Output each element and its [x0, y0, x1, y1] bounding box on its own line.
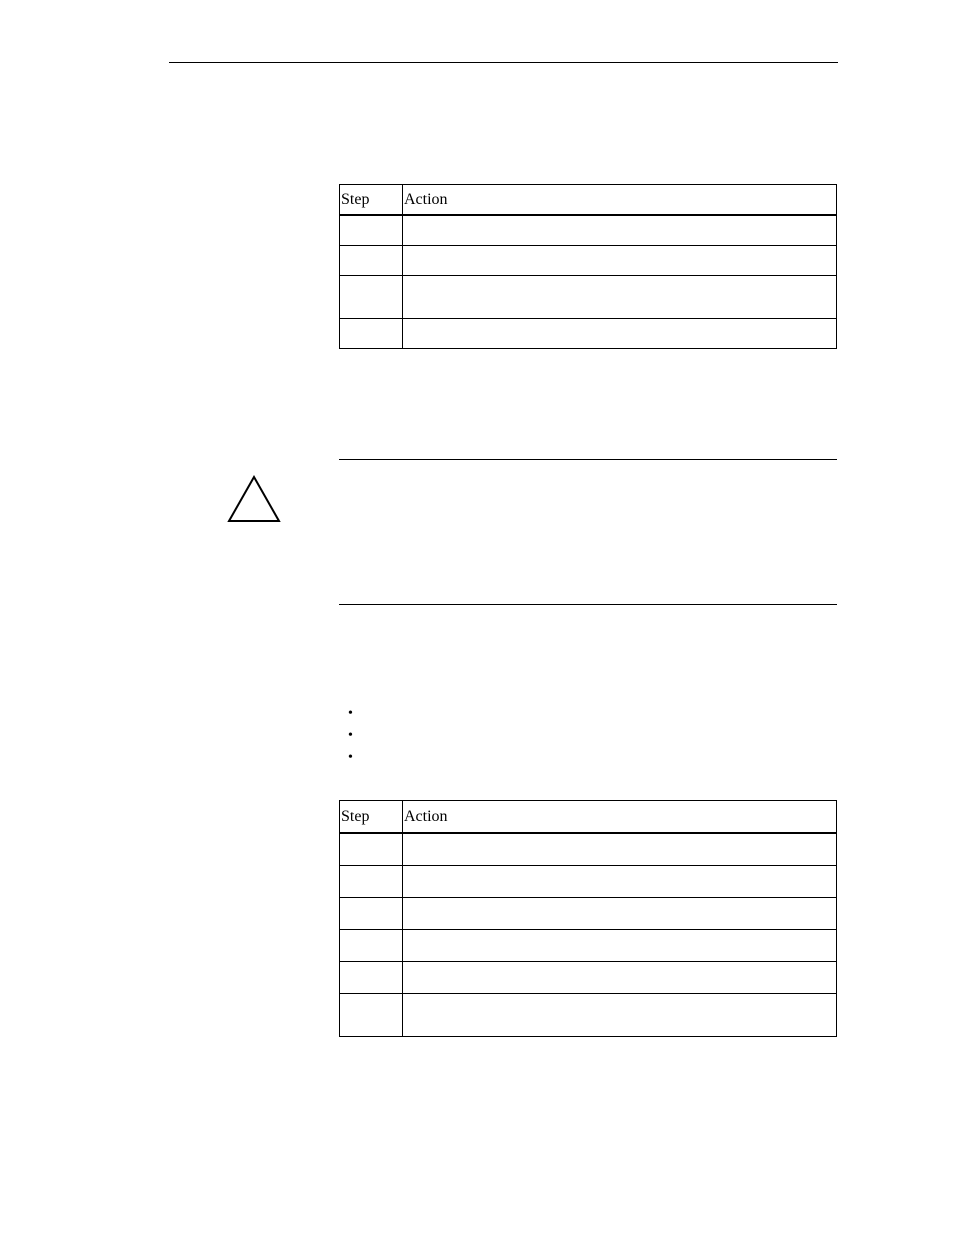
table-cell-action — [403, 276, 837, 319]
table-cell-step — [340, 898, 403, 930]
bullet-item: • — [348, 747, 354, 769]
caution-triangle-icon — [227, 475, 281, 523]
table-cell-step — [340, 930, 403, 962]
table-cell-step — [340, 319, 403, 349]
table-row — [340, 994, 837, 1037]
bullet-marker: • — [348, 703, 354, 725]
table-cell-step — [340, 866, 403, 898]
table-row — [340, 866, 837, 898]
table-row — [340, 833, 837, 866]
procedure-table-1: Step Action — [339, 184, 837, 349]
table-cell-action — [403, 866, 837, 898]
table-header-step: Step — [340, 801, 403, 834]
table-cell-action — [403, 215, 837, 246]
table-cell-step — [340, 276, 403, 319]
table-cell-step — [340, 962, 403, 994]
caution-rule-top — [339, 459, 837, 460]
table-row — [340, 319, 837, 349]
bullet-item: • — [348, 725, 354, 747]
table-row — [340, 215, 837, 246]
caution-rule-bottom — [339, 604, 837, 605]
table-header-action: Action — [403, 185, 837, 216]
table-cell-action — [403, 833, 837, 866]
bullet-marker: • — [348, 725, 354, 747]
table-row — [340, 930, 837, 962]
table-cell-action — [403, 319, 837, 349]
top-horizontal-rule — [169, 62, 838, 63]
table-cell-step — [340, 994, 403, 1037]
table-cell-action — [403, 962, 837, 994]
table-cell-action — [403, 930, 837, 962]
bullet-list: • • • — [348, 703, 354, 769]
bullet-marker: • — [348, 747, 354, 769]
table-cell-step — [340, 215, 403, 246]
table-row — [340, 276, 837, 319]
document-page: { "page": { "background_color": "#ffffff… — [0, 0, 954, 1235]
table-header-action: Action — [403, 801, 837, 834]
table-header-row: Step Action — [340, 801, 837, 834]
table-header-step: Step — [340, 185, 403, 216]
procedure-table-2: Step Action — [339, 800, 837, 1037]
table-row — [340, 898, 837, 930]
table-cell-action — [403, 994, 837, 1037]
table-row — [340, 962, 837, 994]
table-row — [340, 246, 837, 276]
table-cell-step — [340, 246, 403, 276]
table-cell-step — [340, 833, 403, 866]
bullet-item: • — [348, 703, 354, 725]
table-header-row: Step Action — [340, 185, 837, 216]
table-cell-action — [403, 898, 837, 930]
table-cell-action — [403, 246, 837, 276]
